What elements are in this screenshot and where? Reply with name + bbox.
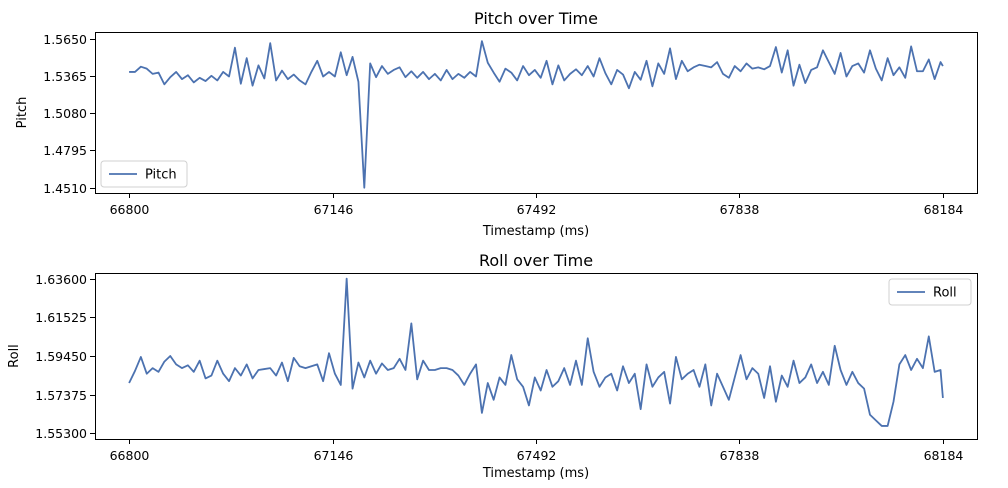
pitch-y-tick-label: 1.4510: [43, 181, 87, 196]
pitch-y-tick-label: 1.5080: [43, 106, 87, 121]
roll-chart-title: Roll over Time: [479, 251, 593, 270]
roll-x-tick-label: 67146: [314, 448, 354, 463]
pitch-x-tick-label: 66800: [110, 202, 150, 217]
roll-y-tick-label: 1.55300: [35, 426, 87, 441]
pitch-x-tick-label: 67146: [314, 202, 354, 217]
roll-x-tick-label: 68184: [924, 448, 964, 463]
roll-series-line: [128, 277, 944, 427]
roll-y-tick-label: 1.63600: [35, 272, 87, 287]
roll-y-axis-label: Roll: [7, 344, 22, 368]
pitch-series-line: [129, 40, 944, 189]
pitch-x-axis-label: Timestamp (ms): [482, 224, 589, 239]
roll-legend: Roll: [888, 278, 972, 306]
roll-x-tick-label: 67838: [720, 448, 760, 463]
pitch-y-tick-label: 1.5650: [43, 32, 87, 47]
pitch-legend-label: Pitch: [145, 168, 177, 183]
pitch-legend-box: [100, 160, 188, 188]
roll-y-tick-label: 1.61525: [35, 310, 87, 325]
pitch-y-tick-label: 1.4795: [43, 143, 87, 158]
pitch-legend: Pitch: [100, 160, 188, 188]
pitch-y-tick-label: 1.5365: [43, 69, 87, 84]
pitch-x-tick-label: 67492: [517, 202, 557, 217]
roll-chart: Roll over Time 66800 67146 67492 67838 68184 1…: [7, 251, 978, 481]
pitch-x-tick-label: 68184: [924, 202, 964, 217]
roll-y-tick-label: 1.57375: [35, 388, 87, 403]
pitch-plot-frame: [95, 32, 978, 194]
roll-y-tick-label: 1.59450: [35, 349, 87, 364]
pitch-x-tick-label: 67838: [720, 202, 760, 217]
pitch-chart: Pitch over Time 66800 67146 67492 67838 68184…: [15, 9, 978, 239]
roll-x-tick-label: 66800: [110, 448, 150, 463]
roll-x-axis-label: Timestamp (ms): [482, 466, 589, 481]
pitch-y-axis-label: Pitch: [15, 97, 30, 129]
pitch-chart-title: Pitch over Time: [474, 9, 598, 28]
roll-plot-frame: [95, 273, 978, 440]
roll-legend-label: Roll: [933, 286, 957, 301]
roll-x-tick-label: 67492: [517, 448, 557, 463]
roll-legend-box: [888, 278, 972, 306]
